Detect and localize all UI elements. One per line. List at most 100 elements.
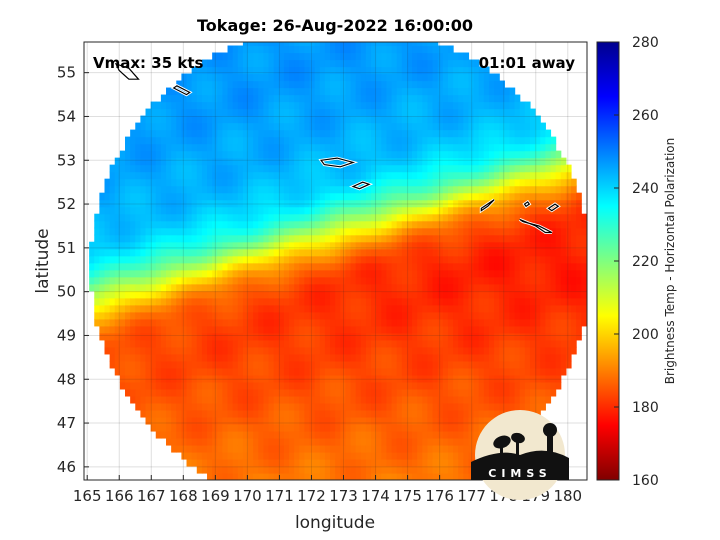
heat-cell <box>119 262 126 271</box>
heat-cell <box>155 157 162 166</box>
heat-cell <box>314 472 321 480</box>
heat-cell <box>509 353 516 362</box>
heat-cell <box>458 360 464 369</box>
heat-cell <box>458 409 464 418</box>
heat-cell <box>166 248 172 257</box>
heat-cell <box>463 94 470 103</box>
heat-cell <box>186 409 193 418</box>
heat-cell <box>232 290 239 299</box>
heat-cell <box>299 416 306 425</box>
heat-cell <box>237 178 244 187</box>
heat-cell <box>499 94 505 103</box>
heat-cell <box>227 311 234 320</box>
heat-cell <box>529 339 536 348</box>
heat-cell <box>155 171 162 180</box>
heat-cell <box>406 213 413 222</box>
heat-cell <box>529 122 536 131</box>
heat-cell <box>550 227 557 236</box>
heat-cell <box>217 276 224 285</box>
heat-cell <box>242 80 249 89</box>
heat-cell <box>417 388 423 397</box>
heat-cell <box>458 297 464 306</box>
heat-cell <box>253 199 259 208</box>
heat-cell <box>350 374 357 383</box>
heat-cell <box>442 66 449 75</box>
heat-cell <box>289 199 295 208</box>
heat-cell <box>119 318 126 327</box>
heat-cell <box>432 59 439 68</box>
heat-cell <box>237 59 244 68</box>
heat-cell <box>412 213 418 222</box>
heat-cell <box>181 164 188 173</box>
heat-cell <box>324 409 331 418</box>
heat-cell <box>109 178 116 187</box>
heat-cell <box>447 220 454 229</box>
heat-cell <box>140 325 147 334</box>
heat-cell <box>514 136 521 145</box>
heat-cell <box>545 150 552 159</box>
heat-cell <box>186 101 193 110</box>
heat-cell <box>478 290 485 299</box>
heat-cell <box>406 395 413 404</box>
heat-cell <box>432 108 439 117</box>
heat-cell <box>391 234 398 243</box>
heat-cell <box>417 332 423 341</box>
heat-cell <box>258 45 265 54</box>
heat-cell <box>453 255 459 264</box>
heat-cell <box>330 241 336 250</box>
heat-cell <box>130 304 136 313</box>
heat-cell <box>494 360 500 369</box>
heat-cell <box>488 157 495 166</box>
heat-cell <box>427 108 434 117</box>
heat-cell <box>340 255 347 264</box>
heat-cell <box>524 206 531 215</box>
heat-cell <box>217 437 224 446</box>
heat-cell <box>314 129 321 138</box>
heat-cell <box>360 458 367 467</box>
heat-cell <box>483 311 490 320</box>
heat-cell <box>519 318 526 327</box>
heat-cell <box>294 374 300 383</box>
heat-cell <box>545 388 552 397</box>
heat-cell <box>99 325 106 334</box>
heat-cell <box>268 59 275 68</box>
heat-cell <box>319 80 326 89</box>
heat-cell <box>299 451 306 460</box>
heat-cell <box>335 59 341 68</box>
heat-cell <box>427 101 434 110</box>
heat-cell <box>330 248 336 257</box>
heat-cell <box>422 290 429 299</box>
heat-cell <box>253 45 259 54</box>
heat-cell <box>499 101 505 110</box>
heat-cell <box>130 395 136 404</box>
heat-cell <box>278 248 285 257</box>
heat-cell <box>468 290 475 299</box>
heat-cell <box>422 451 429 460</box>
heat-cell <box>519 129 526 138</box>
heat-cell <box>237 143 244 152</box>
heat-cell <box>417 297 423 306</box>
heat-cell <box>104 227 111 236</box>
heat-cell <box>550 360 557 369</box>
heat-cell <box>248 388 254 397</box>
heat-cell <box>278 472 285 480</box>
heat-cell <box>386 136 393 145</box>
heat-cell <box>458 437 464 446</box>
heat-cell <box>458 276 464 285</box>
heat-cell <box>535 262 541 271</box>
heat-cell <box>488 234 495 243</box>
heat-cell <box>442 143 449 152</box>
heat-cell <box>514 262 521 271</box>
heat-cell <box>545 283 552 292</box>
heat-cell <box>483 213 490 222</box>
heat-cell <box>171 444 177 453</box>
heat-cell <box>345 66 352 75</box>
heat-cell <box>109 297 116 306</box>
heat-cell <box>222 381 229 390</box>
heat-cell <box>453 304 459 313</box>
heat-cell <box>453 94 459 103</box>
heat-cell <box>355 353 362 362</box>
heat-cell <box>458 94 464 103</box>
heat-cell <box>381 108 388 117</box>
heat-cell <box>524 150 531 159</box>
